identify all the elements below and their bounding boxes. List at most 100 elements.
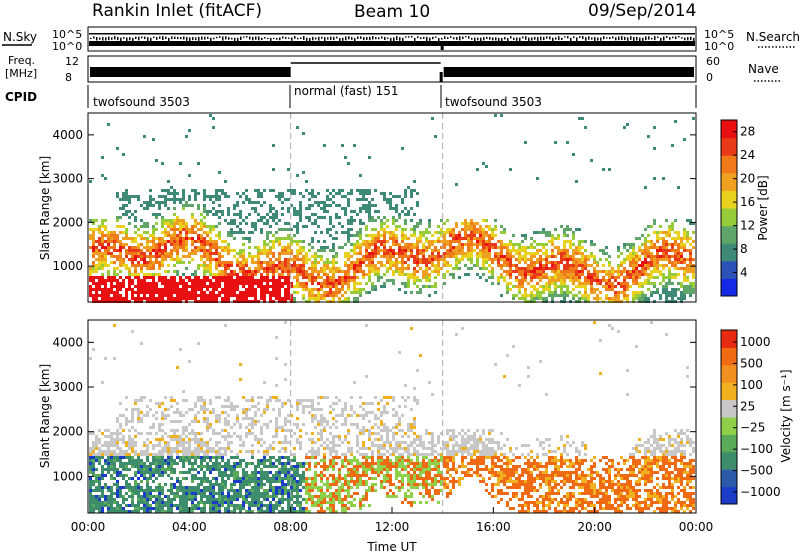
velocity-cell (158, 507, 161, 510)
power-cell (212, 273, 215, 276)
power-cell (170, 222, 173, 225)
freq-gap (439, 72, 443, 82)
velocity-cell (137, 414, 140, 417)
nsky-spike (96, 37, 98, 41)
power-cell (386, 261, 389, 264)
power-cell (113, 297, 116, 300)
power-cell (320, 258, 323, 261)
power-cell (566, 270, 569, 273)
power-cell (575, 180, 578, 183)
velocity-cell (98, 477, 101, 480)
power-cell (311, 255, 314, 258)
velocity-cell (224, 438, 227, 441)
power-cell (665, 291, 668, 294)
power-cell (155, 288, 158, 291)
power-cell (680, 297, 683, 300)
power-cell (170, 249, 173, 252)
power-cell (194, 273, 197, 276)
power-cell (158, 267, 161, 270)
power-cell (170, 282, 173, 285)
power-cell (275, 264, 278, 267)
power-cell (299, 264, 302, 267)
velocity-cell (179, 507, 182, 510)
nsky-spike (450, 36, 452, 38)
power-cell (644, 249, 647, 252)
power-cell (242, 249, 245, 252)
power-cell (377, 237, 380, 240)
power-cell (227, 285, 230, 288)
power-cell (656, 276, 659, 279)
power-cell (152, 276, 155, 279)
velocity-cell (227, 462, 230, 465)
velocity-cell (170, 438, 173, 441)
velocity-cell (149, 498, 152, 501)
power-cell (557, 252, 560, 255)
power-cell (563, 273, 566, 276)
power-cell (482, 246, 485, 249)
power-cell (665, 246, 668, 249)
velocity-cell (185, 456, 188, 459)
power-cell (602, 270, 605, 273)
power-cell (329, 228, 332, 231)
velocity-cell (209, 402, 212, 405)
velocity-cell (131, 447, 134, 450)
power-cell (266, 261, 269, 264)
velocity-cell (185, 486, 188, 489)
power-cell (197, 276, 200, 279)
power-cell (155, 261, 158, 264)
power-cell (359, 252, 362, 255)
power-cell (545, 285, 548, 288)
nsky-spike (117, 36, 119, 41)
power-cell (476, 168, 479, 171)
power-cell (152, 261, 155, 264)
power-cell (164, 279, 167, 282)
power-cell (443, 243, 446, 246)
velocity-cell (128, 456, 131, 459)
power-cell (644, 186, 647, 189)
power-cell (554, 270, 557, 273)
colorbar-swatch (721, 278, 737, 297)
power-cell (104, 234, 107, 237)
power-cell (383, 228, 386, 231)
power-cell (209, 264, 212, 267)
power-cell (470, 222, 473, 225)
power-cell (281, 297, 284, 300)
power-cell (617, 291, 620, 294)
velocity-cell (209, 468, 212, 471)
velocity-cell (92, 483, 95, 486)
power-cell (233, 288, 236, 291)
power-cell (164, 276, 167, 279)
velocity-cell (200, 462, 203, 465)
power-cell (362, 261, 365, 264)
power-cell (146, 231, 149, 234)
power-cell (188, 279, 191, 282)
velocity-cell (95, 504, 98, 507)
power-cell (332, 267, 335, 270)
nsky-spike (621, 36, 623, 41)
velocity-cell (227, 498, 230, 501)
power-cell (227, 252, 230, 255)
power-cell (242, 201, 245, 204)
power-cell (575, 273, 578, 276)
power-cell (443, 246, 446, 249)
power-cell (311, 279, 314, 282)
power-cell (323, 267, 326, 270)
power-cell (689, 249, 692, 252)
power-cell (599, 270, 602, 273)
power-cell (359, 192, 362, 195)
power-cell (206, 267, 209, 270)
power-cell (329, 282, 332, 285)
power-cell (464, 255, 467, 258)
power-cell (551, 240, 554, 243)
power-cell (362, 258, 365, 261)
power-cell (404, 252, 407, 255)
power-cell (578, 246, 581, 249)
power-cell (218, 279, 221, 282)
velocity-cell (92, 480, 95, 483)
nsky-spike (663, 36, 665, 41)
freq-label: Freq. (8, 54, 35, 67)
power-cell (245, 222, 248, 225)
power-cell (551, 270, 554, 273)
power-cell (119, 288, 122, 291)
power-cell (131, 264, 134, 267)
